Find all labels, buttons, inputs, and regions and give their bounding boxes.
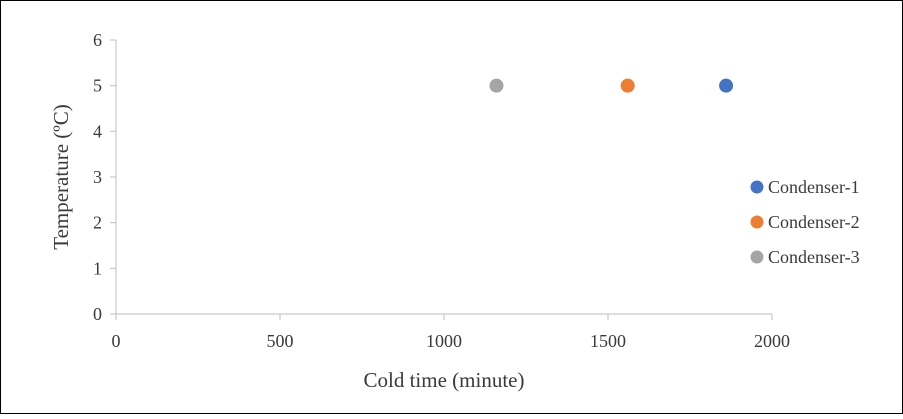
y-tick-label: 5 xyxy=(93,76,102,96)
legend-marker xyxy=(751,251,764,264)
data-point xyxy=(621,79,635,93)
y-tick-label: 1 xyxy=(93,258,102,278)
data-point xyxy=(489,79,503,93)
legend-marker xyxy=(751,181,764,194)
x-axis-title: Cold time (minute) xyxy=(364,368,525,392)
y-tick-label: 2 xyxy=(93,213,102,233)
x-tick-label: 500 xyxy=(267,331,294,351)
legend-label: Condenser-2 xyxy=(768,212,860,232)
legend-marker xyxy=(751,216,764,229)
y-tick-label: 6 xyxy=(93,30,102,50)
y-tick-label: 0 xyxy=(93,304,102,324)
x-tick-label: 1500 xyxy=(590,331,626,351)
legend-label: Condenser-1 xyxy=(768,177,860,197)
y-tick-label: 4 xyxy=(93,121,102,141)
x-tick-label: 2000 xyxy=(754,331,790,351)
data-point xyxy=(719,79,733,93)
legend-label: Condenser-3 xyxy=(768,247,860,267)
x-tick-label: 0 xyxy=(112,331,121,351)
x-tick-label: 1000 xyxy=(426,331,462,351)
y-axis-title: Temperature (ºC) xyxy=(49,104,73,250)
y-tick-label: 3 xyxy=(93,167,102,187)
